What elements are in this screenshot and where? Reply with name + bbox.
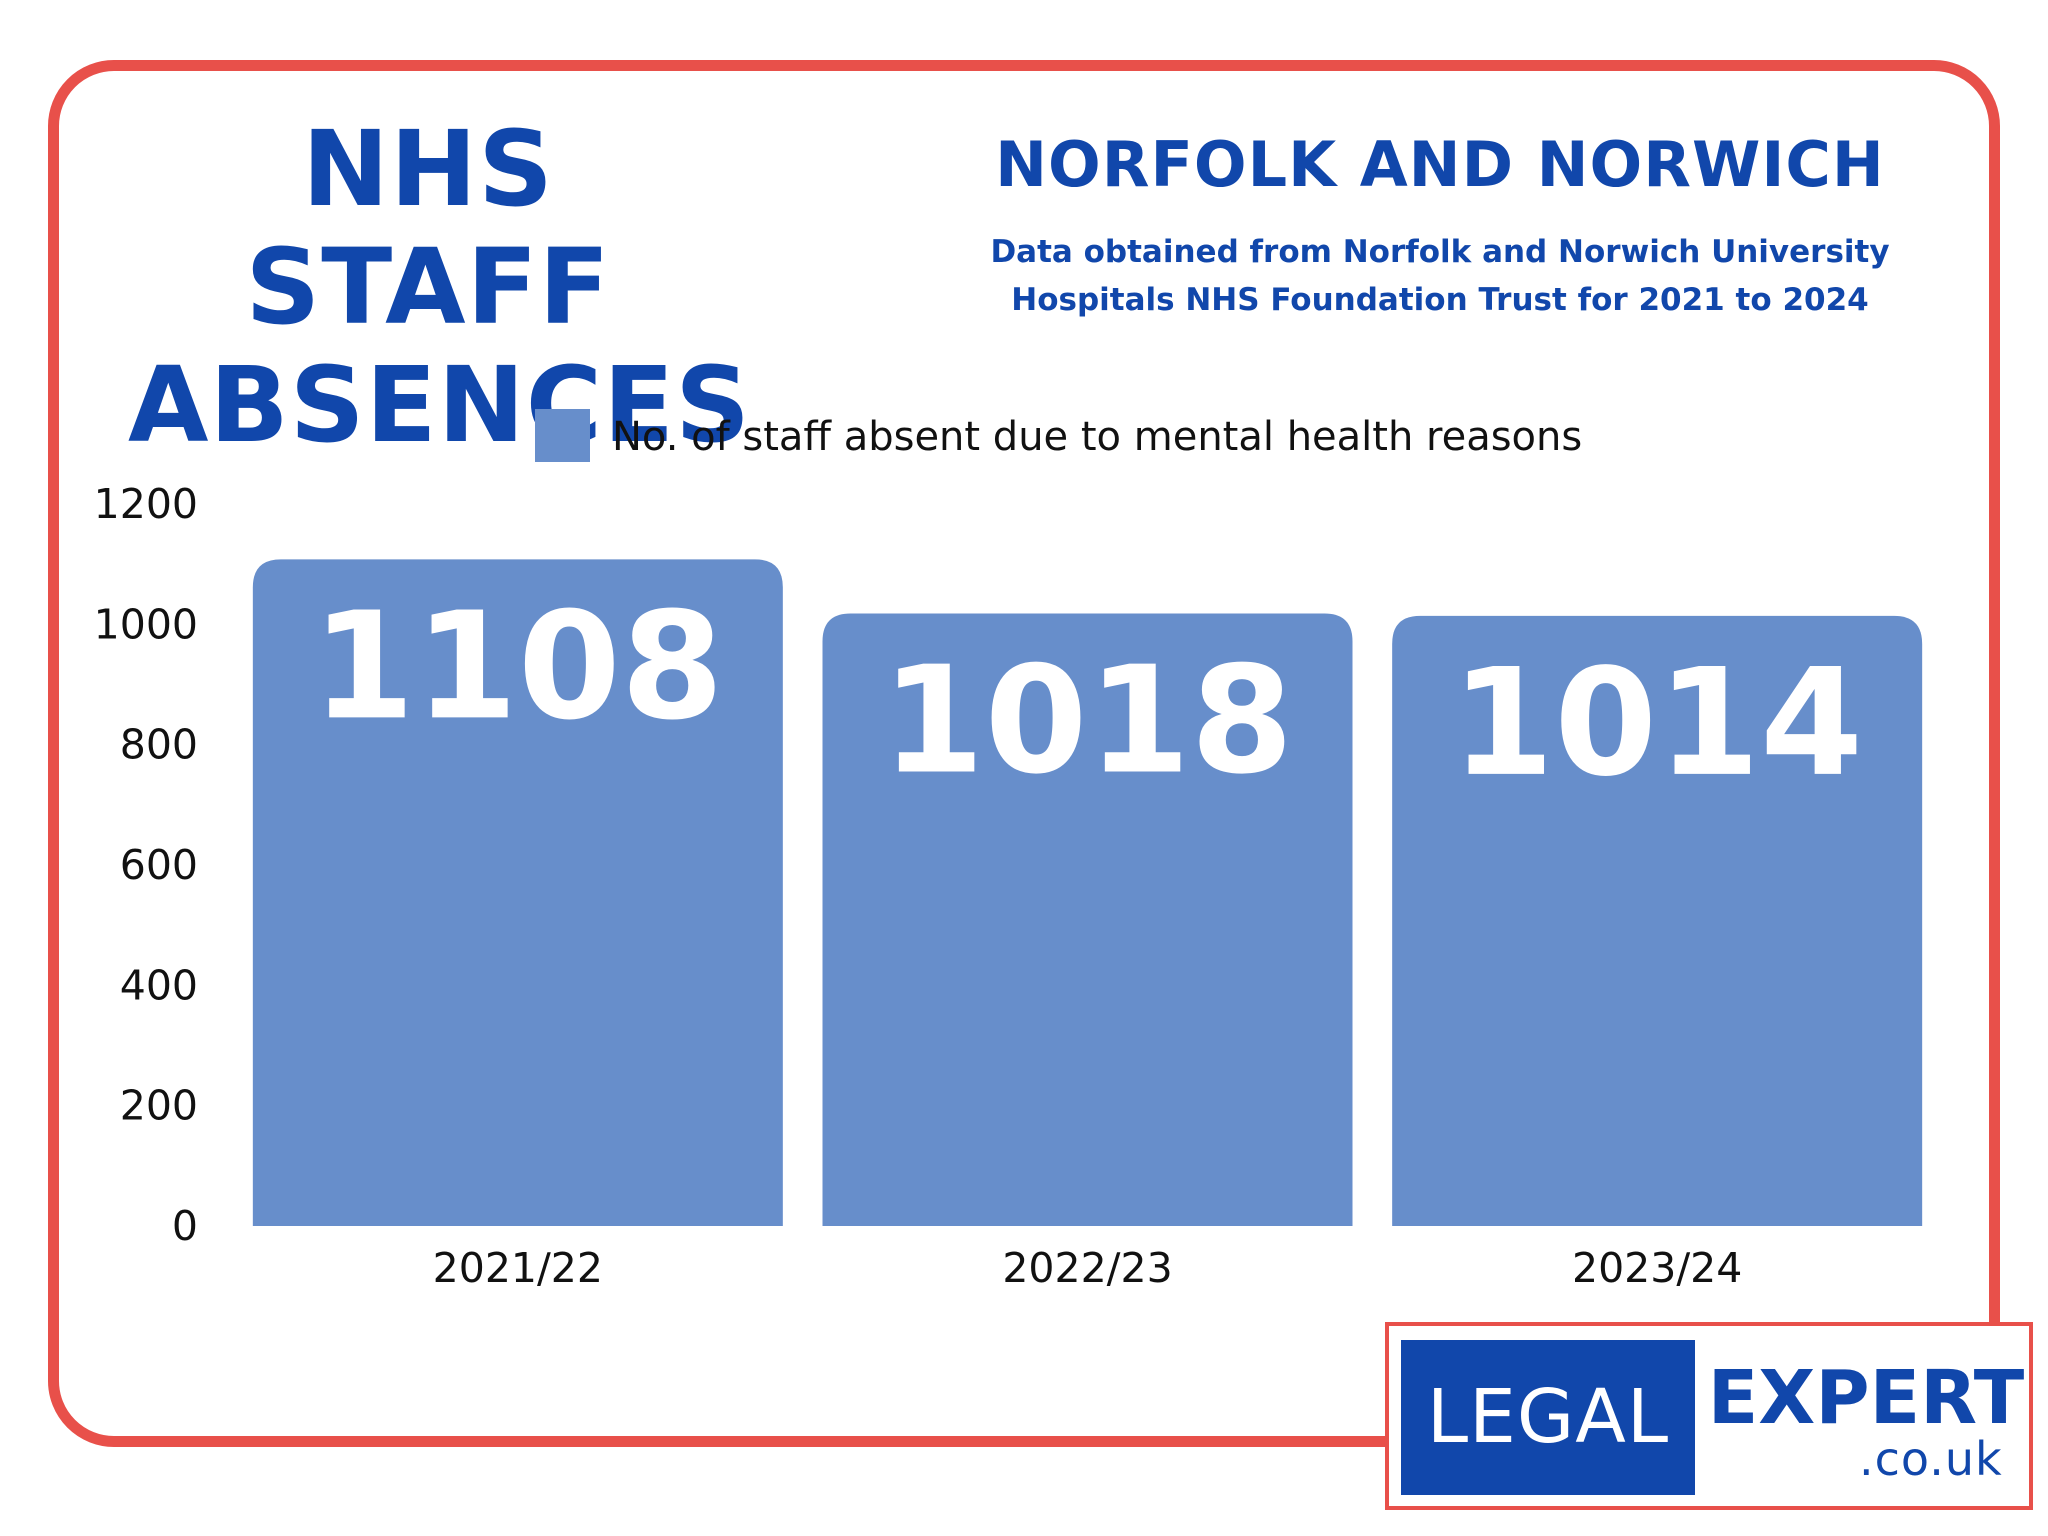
- region-title: NORFOLK AND NORWICH: [995, 128, 1885, 201]
- logo-expert-text: EXPERT: [1707, 1355, 2025, 1441]
- legend-label: No. of staff absent due to mental health…: [612, 414, 1582, 460]
- y-tick-label: 800: [120, 721, 198, 769]
- y-tick-label: 600: [120, 841, 198, 889]
- bar: [1392, 615, 1923, 1226]
- title-line-2: ABSENCES: [128, 344, 752, 466]
- logo-legal-block: LEGAL: [1401, 1340, 1695, 1495]
- bar-data-label: 1018: [882, 635, 1294, 807]
- x-tick-label: 2023/24: [1572, 1244, 1742, 1292]
- bar: [822, 613, 1353, 1226]
- page-title: NHS STAFF ABSENCES: [128, 108, 752, 466]
- logo-domain-text: .co.uk: [1859, 1432, 2003, 1486]
- x-tick-label: 2021/22: [433, 1244, 603, 1292]
- bar-data-label: 1014: [1451, 637, 1863, 809]
- title-line-1: NHS STAFF: [245, 108, 611, 348]
- legend-swatch: [535, 409, 590, 462]
- subtitle-line-1: Data obtained from Norfolk and Norwich U…: [990, 234, 1890, 270]
- legal-expert-logo: LEGAL EXPERT .co.uk: [1385, 1322, 2033, 1510]
- subtitle: Data obtained from Norfolk and Norwich U…: [990, 228, 1890, 324]
- y-tick-label: 0: [172, 1202, 198, 1250]
- subtitle-line-2: Hospitals NHS Foundation Trust for 2021 …: [1011, 282, 1869, 318]
- x-tick-label: 2022/23: [1002, 1244, 1172, 1292]
- bar: [252, 559, 783, 1226]
- y-tick-label: 1000: [94, 600, 198, 648]
- y-tick-label: 1200: [94, 480, 198, 528]
- y-tick-label: 400: [120, 961, 198, 1009]
- bar-data-label: 1108: [312, 580, 724, 752]
- y-tick-label: 200: [120, 1082, 198, 1130]
